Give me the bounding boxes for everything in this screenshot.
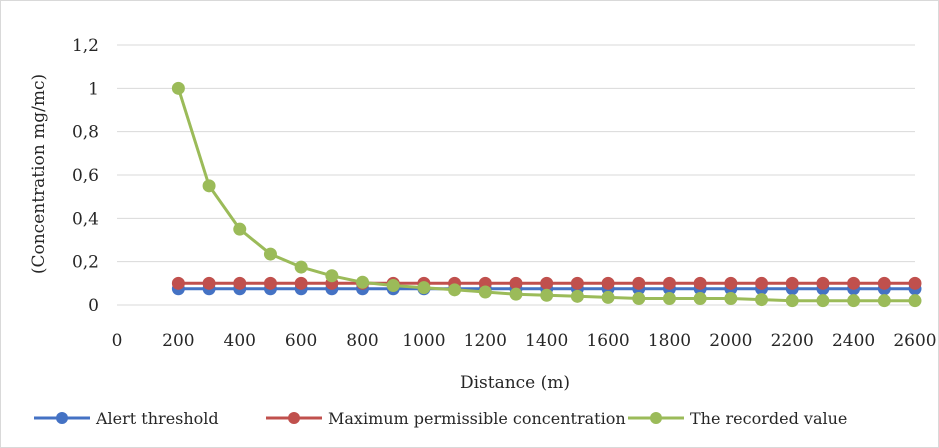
series-2 — [171, 81, 922, 308]
y-tick-label: 0,8 — [72, 123, 99, 143]
data-point — [202, 179, 216, 193]
data-point — [356, 275, 370, 289]
y-tick-label: 1,2 — [72, 36, 99, 56]
data-point — [724, 276, 738, 290]
data-point — [202, 276, 216, 290]
y-tick-label: 0 — [88, 296, 99, 316]
x-tick-label: 1600 — [586, 331, 629, 351]
legend-item: Alert threshold — [34, 409, 219, 428]
data-point — [816, 276, 830, 290]
legend-swatch-marker — [288, 412, 300, 424]
data-point — [233, 276, 247, 290]
data-point — [601, 276, 615, 290]
x-axis-label: Distance (m) — [460, 373, 570, 393]
data-point — [877, 294, 891, 308]
y-axis-label: (Concentration mg/mc) — [29, 74, 49, 274]
gridlines — [117, 44, 915, 306]
data-point — [632, 292, 646, 305]
data-point — [540, 276, 554, 290]
series-line — [176, 87, 915, 303]
legend: Alert threshold Maximum permissible conce… — [34, 409, 847, 428]
x-tick-label: 0 — [112, 331, 123, 351]
x-tick-label: 2000 — [709, 331, 752, 351]
legend-swatch-marker — [56, 412, 68, 424]
data-point — [847, 294, 861, 308]
y-tick-label: 0,4 — [72, 209, 99, 229]
x-tick-label: 2200 — [771, 331, 814, 351]
data-point — [632, 276, 646, 290]
data-point — [755, 276, 769, 290]
data-point — [294, 276, 308, 290]
series-lines — [171, 81, 922, 308]
data-point — [417, 281, 431, 295]
data-point — [847, 276, 861, 290]
data-point — [693, 292, 707, 305]
x-tick-label: 400 — [224, 331, 256, 351]
data-point — [785, 276, 799, 290]
x-tick-label: 1200 — [464, 331, 507, 351]
y-tick-label: 1 — [88, 79, 99, 99]
legend-item: The recorded value — [628, 409, 847, 428]
data-point — [662, 276, 676, 290]
x-tick-label: 800 — [346, 331, 378, 351]
data-point — [448, 283, 462, 297]
data-point — [540, 288, 554, 302]
legend-label: Maximum permissible concentration — [328, 409, 626, 428]
data-point — [509, 287, 523, 301]
y-tick-label: 0,2 — [72, 253, 99, 273]
x-tick-labels: 0 200 400 600 800 1000 1200 1400 1600 1800 2000 220… — [112, 331, 937, 351]
legend-item: Maximum permissible concentration — [266, 409, 626, 428]
data-point — [294, 260, 308, 274]
y-tick-labels: 0 0,2 0,4 0,6 0,8 1 1,2 — [72, 36, 99, 316]
y-tick-label: 0,6 — [72, 166, 99, 186]
x-tick-label: 2400 — [832, 331, 875, 351]
data-point — [755, 293, 769, 307]
x-tick-label: 1800 — [648, 331, 691, 351]
x-tick-label: 2600 — [893, 331, 936, 351]
legend-swatch-marker — [650, 412, 662, 424]
data-point — [570, 276, 584, 290]
data-point — [233, 222, 247, 236]
data-point — [478, 285, 492, 299]
data-point — [325, 269, 339, 283]
data-point — [171, 276, 185, 290]
legend-label: The recorded value — [690, 409, 847, 428]
data-point — [263, 276, 277, 290]
legend-label: Alert threshold — [95, 409, 219, 428]
data-point — [724, 292, 738, 305]
data-point — [662, 292, 676, 305]
data-point — [908, 276, 922, 290]
data-point — [693, 276, 707, 290]
x-tick-label: 200 — [162, 331, 194, 351]
x-tick-label: 1400 — [525, 331, 568, 351]
data-point — [171, 81, 185, 95]
data-point — [877, 276, 891, 290]
data-point — [509, 276, 523, 290]
data-point — [601, 290, 615, 304]
data-point — [570, 289, 584, 303]
data-point — [908, 294, 922, 308]
data-point — [816, 294, 830, 308]
data-point — [785, 294, 799, 308]
x-tick-label: 600 — [285, 331, 317, 351]
data-point — [263, 247, 277, 261]
data-point — [386, 279, 400, 292]
x-tick-label: 1000 — [402, 331, 445, 351]
